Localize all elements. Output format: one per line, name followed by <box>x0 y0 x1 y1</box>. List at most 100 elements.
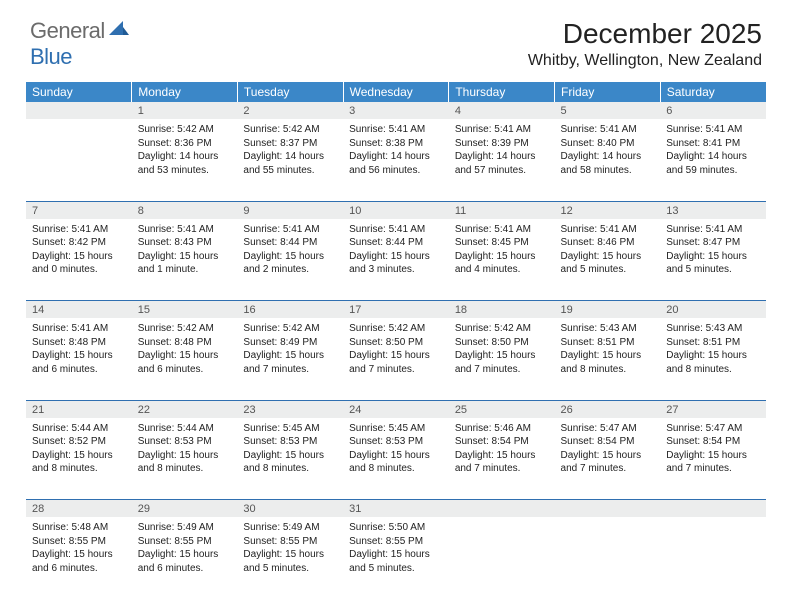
day-cell: Sunrise: 5:49 AMSunset: 8:55 PMDaylight:… <box>237 517 343 599</box>
day-cell: Sunrise: 5:43 AMSunset: 8:51 PMDaylight:… <box>660 318 766 400</box>
sunrise-text: Sunrise: 5:43 AM <box>666 322 760 336</box>
sunrise-text: Sunrise: 5:47 AM <box>666 422 760 436</box>
daylight-text: Daylight: 15 hours and 3 minutes. <box>349 250 443 277</box>
sunrise-text: Sunrise: 5:42 AM <box>455 322 549 336</box>
day-header: Wednesday <box>343 82 449 102</box>
day-number: 22 <box>132 400 238 418</box>
sunrise-text: Sunrise: 5:42 AM <box>138 322 232 336</box>
day-cell: Sunrise: 5:41 AMSunset: 8:43 PMDaylight:… <box>132 219 238 301</box>
sunset-text: Sunset: 8:50 PM <box>455 336 549 350</box>
sunset-text: Sunset: 8:55 PM <box>138 535 232 549</box>
sunset-text: Sunset: 8:53 PM <box>243 435 337 449</box>
sunrise-text: Sunrise: 5:41 AM <box>455 123 549 137</box>
week-row: Sunrise: 5:41 AMSunset: 8:48 PMDaylight:… <box>26 318 766 400</box>
daylight-text: Daylight: 14 hours and 55 minutes. <box>243 150 337 177</box>
day-number: 1 <box>132 102 238 119</box>
sunrise-text: Sunrise: 5:41 AM <box>666 223 760 237</box>
daylight-text: Daylight: 14 hours and 56 minutes. <box>349 150 443 177</box>
daylight-text: Daylight: 15 hours and 7 minutes. <box>455 449 549 476</box>
day-header: Monday <box>132 82 238 102</box>
sunset-text: Sunset: 8:51 PM <box>666 336 760 350</box>
daynum-row: 28293031 <box>26 500 766 518</box>
sunset-text: Sunset: 8:45 PM <box>455 236 549 250</box>
sunrise-text: Sunrise: 5:42 AM <box>243 322 337 336</box>
sunset-text: Sunset: 8:55 PM <box>32 535 126 549</box>
sunset-text: Sunset: 8:38 PM <box>349 137 443 151</box>
day-cell: Sunrise: 5:47 AMSunset: 8:54 PMDaylight:… <box>555 418 661 500</box>
daylight-text: Daylight: 14 hours and 53 minutes. <box>138 150 232 177</box>
daylight-text: Daylight: 14 hours and 57 minutes. <box>455 150 549 177</box>
day-number: 24 <box>343 400 449 418</box>
week-row: Sunrise: 5:48 AMSunset: 8:55 PMDaylight:… <box>26 517 766 599</box>
daylight-text: Daylight: 15 hours and 0 minutes. <box>32 250 126 277</box>
day-cell: Sunrise: 5:47 AMSunset: 8:54 PMDaylight:… <box>660 418 766 500</box>
day-cell: Sunrise: 5:41 AMSunset: 8:40 PMDaylight:… <box>555 119 661 201</box>
daylight-text: Daylight: 15 hours and 5 minutes. <box>561 250 655 277</box>
day-number: 29 <box>132 500 238 518</box>
day-number: 7 <box>26 201 132 219</box>
month-title: December 2025 <box>528 18 762 50</box>
day-cell: Sunrise: 5:45 AMSunset: 8:53 PMDaylight:… <box>237 418 343 500</box>
day-cell: Sunrise: 5:41 AMSunset: 8:44 PMDaylight:… <box>343 219 449 301</box>
sunrise-text: Sunrise: 5:42 AM <box>349 322 443 336</box>
daynum-row: 123456 <box>26 102 766 119</box>
day-number: 13 <box>660 201 766 219</box>
day-number: 18 <box>449 301 555 319</box>
sunrise-text: Sunrise: 5:45 AM <box>243 422 337 436</box>
day-number: 21 <box>26 400 132 418</box>
day-cell: Sunrise: 5:45 AMSunset: 8:53 PMDaylight:… <box>343 418 449 500</box>
daylight-text: Daylight: 14 hours and 58 minutes. <box>561 150 655 177</box>
day-cell: Sunrise: 5:44 AMSunset: 8:53 PMDaylight:… <box>132 418 238 500</box>
day-number: 26 <box>555 400 661 418</box>
sunrise-text: Sunrise: 5:41 AM <box>243 223 337 237</box>
sunrise-text: Sunrise: 5:44 AM <box>138 422 232 436</box>
day-number: 19 <box>555 301 661 319</box>
sunrise-text: Sunrise: 5:49 AM <box>243 521 337 535</box>
day-number: 11 <box>449 201 555 219</box>
sunrise-text: Sunrise: 5:41 AM <box>32 223 126 237</box>
day-cell: Sunrise: 5:41 AMSunset: 8:47 PMDaylight:… <box>660 219 766 301</box>
title-block: December 2025 Whitby, Wellington, New Ze… <box>528 18 762 70</box>
sunrise-text: Sunrise: 5:44 AM <box>32 422 126 436</box>
day-cell: Sunrise: 5:50 AMSunset: 8:55 PMDaylight:… <box>343 517 449 599</box>
sunrise-text: Sunrise: 5:41 AM <box>138 223 232 237</box>
daylight-text: Daylight: 15 hours and 6 minutes. <box>138 349 232 376</box>
daylight-text: Daylight: 15 hours and 4 minutes. <box>455 250 549 277</box>
sunrise-text: Sunrise: 5:42 AM <box>243 123 337 137</box>
sunset-text: Sunset: 8:47 PM <box>666 236 760 250</box>
day-cell: Sunrise: 5:41 AMSunset: 8:39 PMDaylight:… <box>449 119 555 201</box>
day-number: 9 <box>237 201 343 219</box>
calendar-table: Sunday Monday Tuesday Wednesday Thursday… <box>26 82 766 599</box>
day-number <box>555 500 661 518</box>
sunset-text: Sunset: 8:54 PM <box>455 435 549 449</box>
sunset-text: Sunset: 8:54 PM <box>666 435 760 449</box>
sunset-text: Sunset: 8:37 PM <box>243 137 337 151</box>
day-cell <box>555 517 661 599</box>
daylight-text: Daylight: 15 hours and 5 minutes. <box>243 548 337 575</box>
day-cell: Sunrise: 5:42 AMSunset: 8:50 PMDaylight:… <box>343 318 449 400</box>
day-header: Friday <box>555 82 661 102</box>
day-cell: Sunrise: 5:42 AMSunset: 8:50 PMDaylight:… <box>449 318 555 400</box>
daylight-text: Daylight: 15 hours and 6 minutes. <box>32 349 126 376</box>
sunset-text: Sunset: 8:44 PM <box>349 236 443 250</box>
day-header: Saturday <box>660 82 766 102</box>
daylight-text: Daylight: 15 hours and 6 minutes. <box>138 548 232 575</box>
daynum-row: 78910111213 <box>26 201 766 219</box>
day-number: 28 <box>26 500 132 518</box>
sunset-text: Sunset: 8:52 PM <box>32 435 126 449</box>
sunrise-text: Sunrise: 5:41 AM <box>32 322 126 336</box>
daylight-text: Daylight: 15 hours and 8 minutes. <box>666 349 760 376</box>
day-number: 16 <box>237 301 343 319</box>
sunset-text: Sunset: 8:43 PM <box>138 236 232 250</box>
sunset-text: Sunset: 8:54 PM <box>561 435 655 449</box>
sunrise-text: Sunrise: 5:41 AM <box>349 123 443 137</box>
daylight-text: Daylight: 15 hours and 6 minutes. <box>32 548 126 575</box>
day-number <box>26 102 132 119</box>
day-cell: Sunrise: 5:41 AMSunset: 8:44 PMDaylight:… <box>237 219 343 301</box>
sunrise-text: Sunrise: 5:48 AM <box>32 521 126 535</box>
day-number: 8 <box>132 201 238 219</box>
day-cell: Sunrise: 5:41 AMSunset: 8:38 PMDaylight:… <box>343 119 449 201</box>
day-cell: Sunrise: 5:42 AMSunset: 8:36 PMDaylight:… <box>132 119 238 201</box>
sunset-text: Sunset: 8:48 PM <box>32 336 126 350</box>
sunset-text: Sunset: 8:55 PM <box>349 535 443 549</box>
